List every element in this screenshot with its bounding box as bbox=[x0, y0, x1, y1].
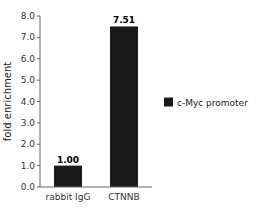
y-tick-label: 3.0 bbox=[21, 118, 36, 128]
y-tick-label: 1.0 bbox=[21, 161, 36, 171]
y-tick-label: 6.0 bbox=[21, 54, 36, 64]
y-axis: 0.0 1.0 2.0 3.0 4.0 5.0 6.0 7.0 8.0 bbox=[21, 11, 40, 192]
y-tick-label: 8.0 bbox=[21, 11, 36, 21]
legend-swatch bbox=[164, 98, 173, 107]
y-tick-label: 2.0 bbox=[21, 139, 36, 149]
y-tick-label: 7.0 bbox=[21, 32, 36, 42]
bar bbox=[54, 166, 82, 187]
data-label: 7.51 bbox=[113, 15, 135, 25]
legend-label: c-Myc promoter bbox=[177, 98, 248, 108]
x-tick-label: CTNNB bbox=[108, 192, 139, 202]
data-labels: 1.00 7.51 bbox=[57, 15, 135, 164]
y-tick-label: 4.0 bbox=[21, 97, 36, 107]
y-tick-label: 5.0 bbox=[21, 75, 36, 85]
y-tick-label: 0.0 bbox=[21, 182, 36, 192]
x-axis: rabbit IgG CTNNB bbox=[46, 192, 140, 202]
legend: c-Myc promoter bbox=[164, 98, 248, 108]
chart-svg: 0.0 1.0 2.0 3.0 4.0 5.0 6.0 7.0 8.0 1.00 7.51 rabbi… bbox=[0, 0, 256, 211]
x-tick-label: rabbit IgG bbox=[46, 192, 91, 202]
y-axis-label: fold enrichment bbox=[2, 62, 13, 141]
bar bbox=[110, 26, 138, 187]
data-label: 1.00 bbox=[57, 155, 79, 165]
x-axis-line bbox=[40, 187, 152, 188]
chart-container: 0.0 1.0 2.0 3.0 4.0 5.0 6.0 7.0 8.0 1.00 7.51 rabbi… bbox=[0, 0, 256, 211]
y-axis-line bbox=[40, 16, 41, 187]
bars bbox=[54, 26, 138, 187]
